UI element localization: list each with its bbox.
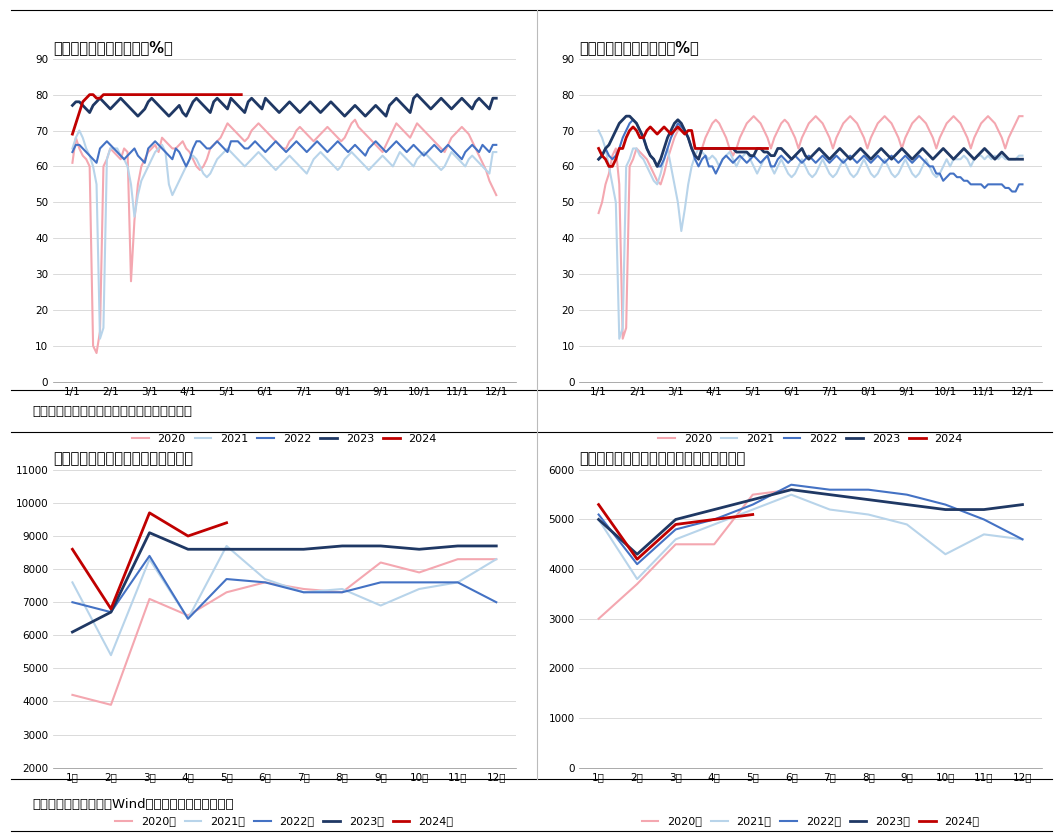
Text: 图：中国橡胶轮胎外胎产量（万条）: 图：中国橡胶轮胎外胎产量（万条） [53,451,193,466]
Text: 数据来源：钢联数据，广发期货发展研究中心: 数据来源：钢联数据，广发期货发展研究中心 [32,404,192,418]
Text: 图：全钢胎行业开工率（%）: 图：全钢胎行业开工率（%） [579,39,699,55]
Legend: 2020年, 2021年, 2022年, 2023年, 2024年: 2020年, 2021年, 2022年, 2023年, 2024年 [637,812,984,831]
Text: 数据来源：钢联数据，Wind，广发期货发展研究中心: 数据来源：钢联数据，Wind，广发期货发展研究中心 [32,798,234,811]
Legend: 2020, 2021, 2022, 2023, 2024: 2020, 2021, 2022, 2023, 2024 [128,430,441,448]
Text: 图：半钢胎行业开工率（%）: 图：半钢胎行业开工率（%） [53,39,173,55]
Legend: 2020, 2021, 2022, 2023, 2024: 2020, 2021, 2022, 2023, 2024 [654,430,967,448]
Text: 图：中国新的充气橡胶轮胎出口量（万条）: 图：中国新的充气橡胶轮胎出口量（万条） [579,451,745,466]
Legend: 2020年, 2021年, 2022年, 2023年, 2024年: 2020年, 2021年, 2022年, 2023年, 2024年 [111,812,458,831]
